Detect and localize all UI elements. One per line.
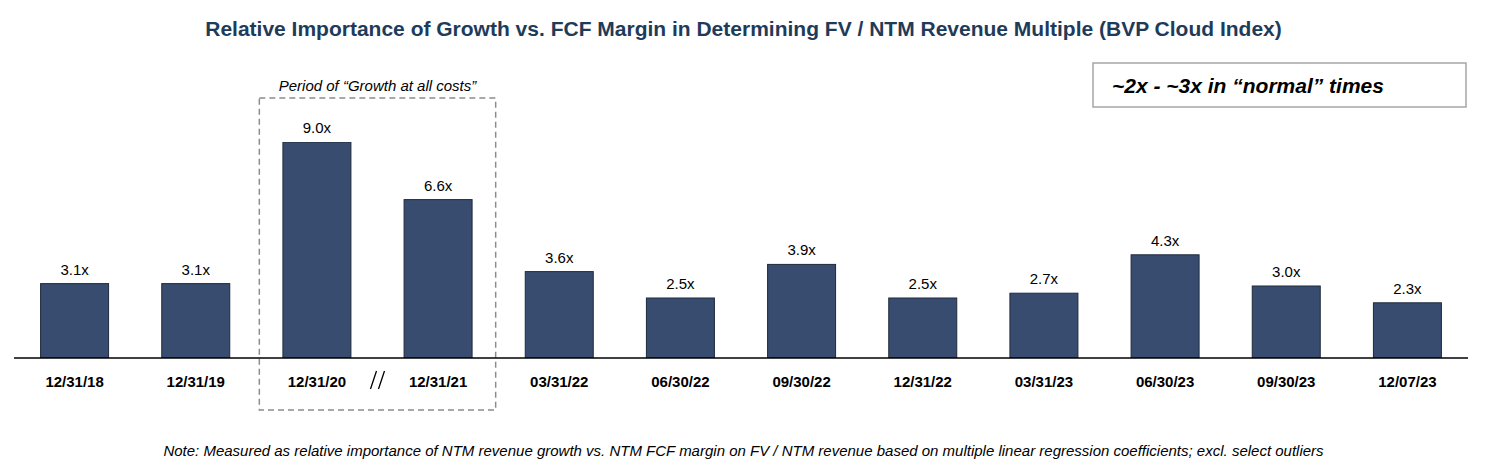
axis-break [379,371,385,389]
break-bg [371,369,385,391]
x-tick-label: 12/31/18 [45,373,103,390]
data-label: 3.1x [60,261,89,278]
bar [1252,286,1320,358]
x-tick-label: 06/30/23 [1136,373,1194,390]
data-label: 3.9x [787,241,816,258]
x-tick-label: 03/31/22 [530,373,588,390]
bar [1131,255,1199,358]
bars [41,142,1442,358]
bar [1010,293,1078,358]
bar [1373,303,1441,358]
bar [162,284,230,358]
x-tick-label: 03/31/23 [1015,373,1073,390]
x-tick-label: 12/31/22 [894,373,952,390]
data-label: 2.5x [666,275,695,292]
data-label: 3.6x [545,249,574,266]
x-tick-label: 12/31/20 [288,373,346,390]
callout-text: ~2x - ~3x in “normal” times [1112,74,1384,97]
bar [768,264,836,358]
data-label: 3.1x [182,261,211,278]
data-label: 2.3x [1393,280,1422,297]
bar [283,142,351,358]
chart: Relative Importance of Growth vs. FCF Ma… [0,0,1487,471]
data-label: 3.0x [1272,263,1301,280]
bar [889,298,957,358]
bar [525,272,593,358]
note: Note: Measured as relative importance of… [163,442,1324,459]
x-axis [14,357,1468,359]
data-label: 4.3x [1151,232,1180,249]
callout-box [1093,63,1466,107]
data-label: 2.7x [1030,270,1059,287]
data-label: 9.0x [303,119,332,136]
x-tick-label: 06/30/22 [651,373,709,390]
period-box [259,98,495,410]
x-tick-label: 09/30/23 [1257,373,1315,390]
bar [646,298,714,358]
period-label: Period of “Growth at all costs” [279,77,478,94]
x-tick-label: 12/07/23 [1378,373,1436,390]
bar [41,284,109,358]
x-tick-label: 12/31/21 [409,373,467,390]
bar [404,200,472,358]
x-tick-label: 09/30/22 [772,373,830,390]
data-label: 6.6x [424,177,453,194]
data-label: 2.5x [909,275,938,292]
axis-break [371,371,377,389]
x-tick-label: 12/31/19 [167,373,225,390]
title: Relative Importance of Growth vs. FCF Ma… [205,17,1282,40]
